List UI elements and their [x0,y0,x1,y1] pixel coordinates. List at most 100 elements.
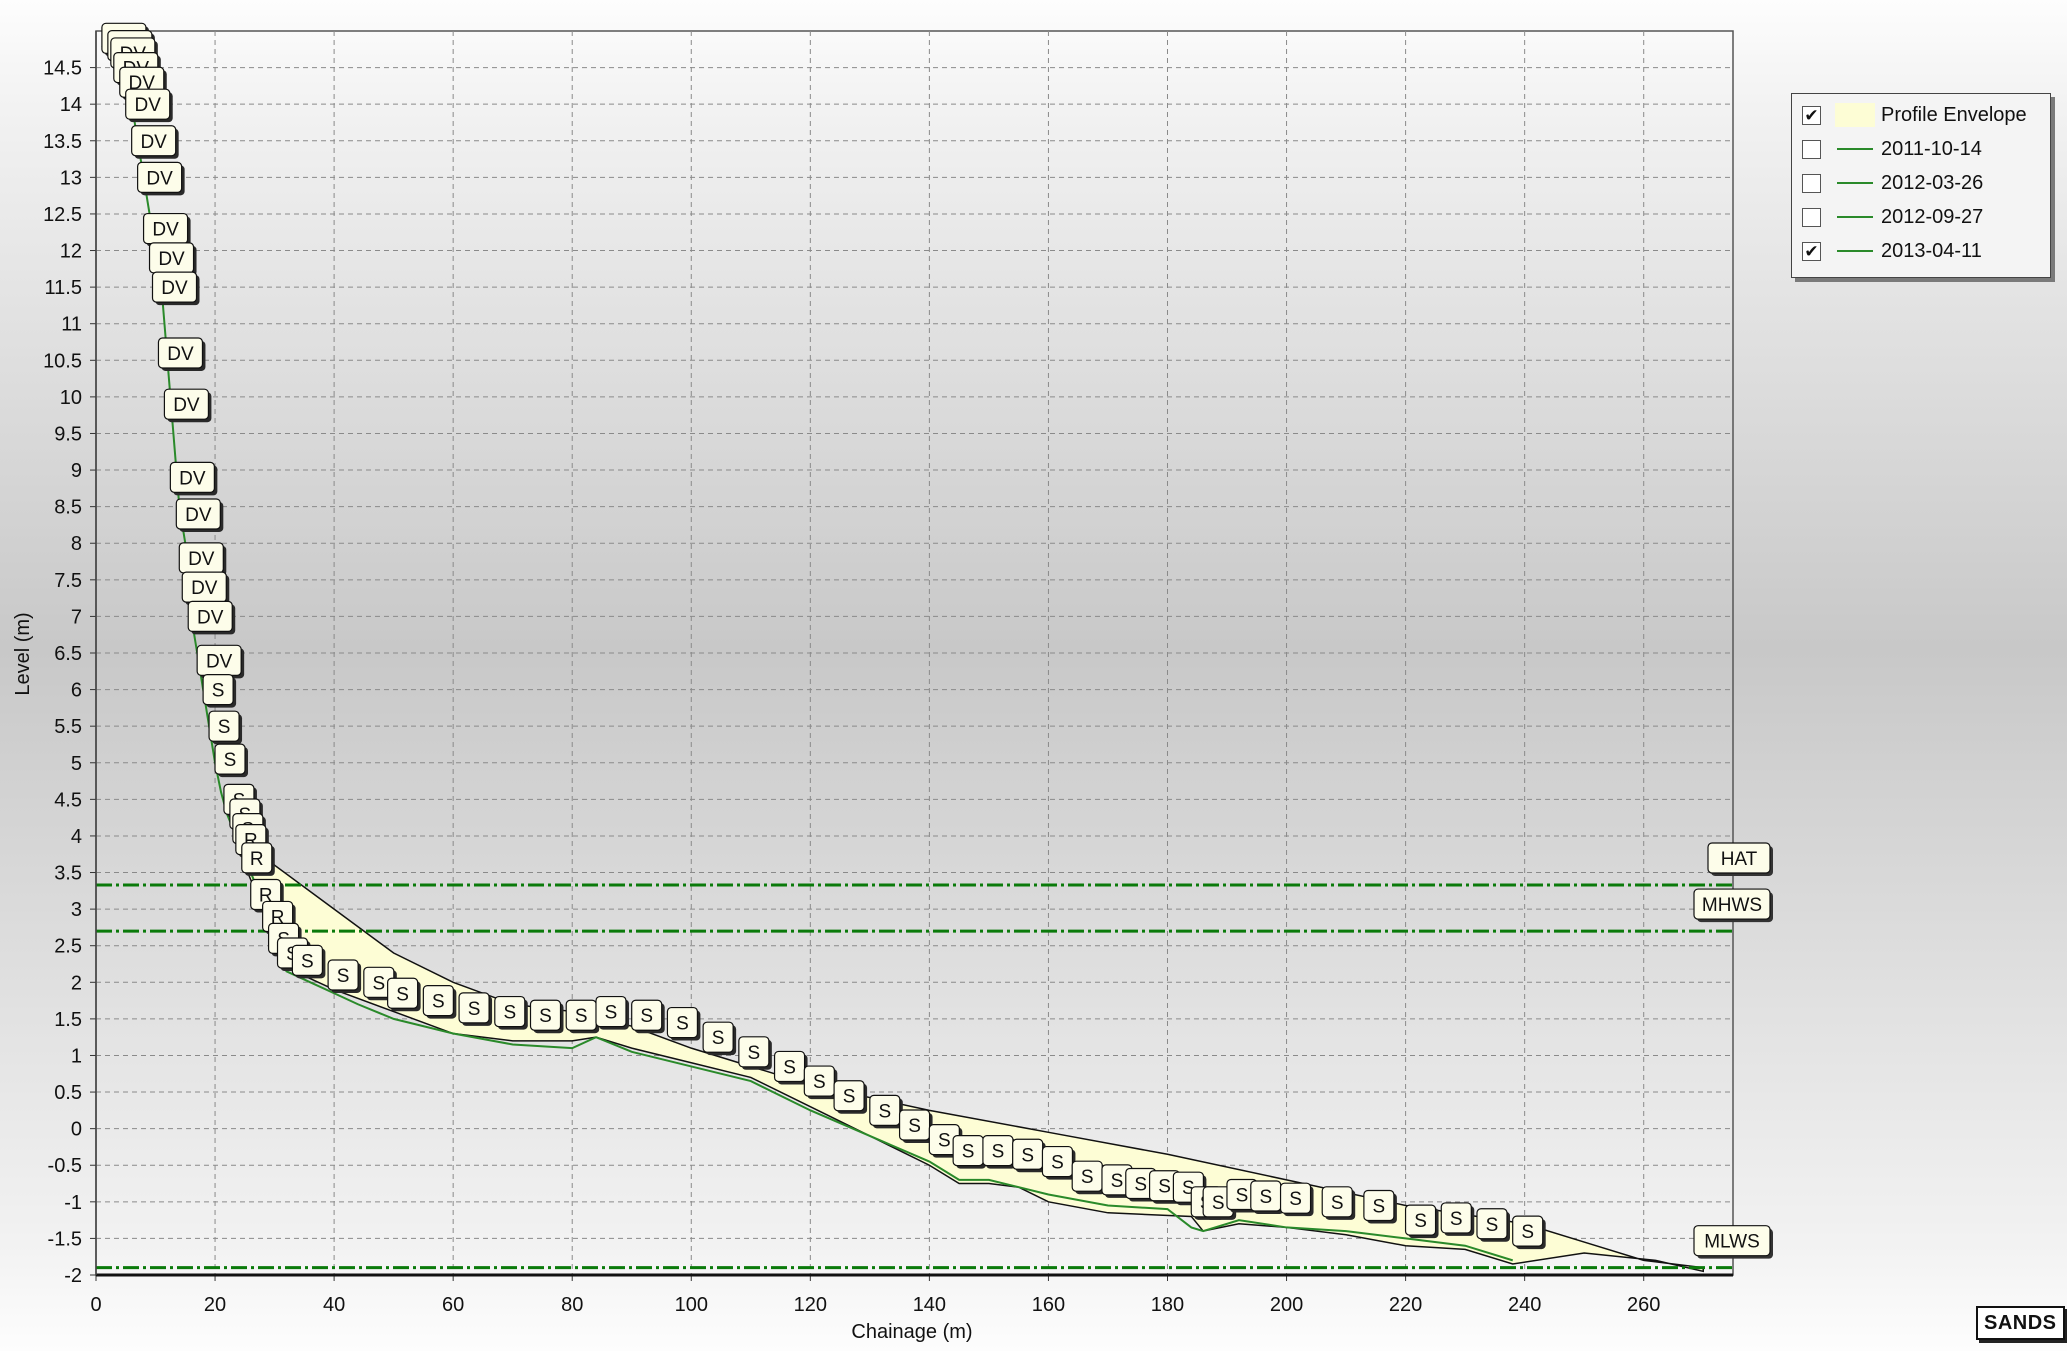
label-text: DV [140,132,167,153]
feature-label-s: S [1279,1182,1314,1217]
label-text: S [468,999,481,1020]
x-tick-label: 200 [1270,1294,1303,1316]
label-text: DV [179,468,206,489]
envelope-swatch [1835,103,1875,127]
label-box [803,1065,835,1097]
series-swatch [1837,216,1873,218]
feature-label-s: S [833,1080,868,1114]
feature-label-dv: DV [142,212,191,247]
y-axis-title: Level (m) [12,612,34,695]
x-tick-label: 100 [675,1294,708,1316]
y-tick-label: 3 [71,899,82,921]
label-text: S [1331,1193,1344,1214]
y-tick-label: 11 [61,314,82,336]
y-tick-label: 9 [71,460,82,482]
label-box [163,388,210,420]
legend-checkbox[interactable] [1802,173,1821,193]
profile-envelope [237,826,1704,1273]
label-text: S [1236,1186,1249,1207]
label-text: HAT [1721,849,1758,870]
label-text: S [1158,1177,1171,1198]
label-box [175,498,221,530]
tide-label-hat: HAT [1707,842,1773,876]
feature-label-s: S [458,992,493,1026]
x-tick-label: 160 [1032,1294,1065,1316]
feature-label-dv: DV [163,388,212,423]
label-text: DV [158,249,185,270]
label-text: S [337,966,350,987]
feature-label-s: S [803,1065,838,1100]
y-tick-label: 5 [71,753,82,775]
y-tick-label: 13 [60,167,82,189]
label-text: S [218,717,231,738]
feature-label-s: S [631,999,665,1034]
series-swatch [1837,148,1873,150]
y-tick-label: 11.5 [45,277,82,299]
label-box [1363,1189,1395,1222]
y-tick-label: 5.5 [54,716,82,738]
feature-label-dv: DV [175,498,224,532]
label-text: S [938,1131,951,1152]
label-box [202,673,234,706]
legend-label: 2013-04-11 [1881,239,1982,262]
label-box [666,1006,699,1039]
y-tick-label: -2 [64,1265,82,1287]
y-tick-label: 8.5 [54,497,82,519]
label-text: S [843,1087,856,1108]
feature-label-dv: DV [178,542,227,576]
label-box [187,600,233,633]
label-box [327,959,359,991]
feature-label-s: S [666,1006,701,1041]
label-box [291,944,323,976]
legend-checkbox[interactable] [1802,207,1821,227]
feature-label-s: S [1476,1208,1510,1242]
label-text: DV [146,168,173,189]
label-text: S [432,992,445,1013]
label-text: S [908,1116,921,1137]
legend-label: 2012-03-26 [1881,171,1984,194]
feature-label-s: S [422,984,457,1019]
y-tick-label: 10 [60,387,82,409]
label-box [1693,1225,1771,1257]
label-box [1041,1145,1074,1178]
label-text: S [1081,1167,1094,1188]
label-text: S [575,1006,588,1027]
feature-label-dv: DV [131,125,179,159]
label-text: S [396,984,409,1005]
label-box [1693,888,1771,920]
y-tick-label: 1.5 [54,1009,82,1031]
label-box [1321,1186,1353,1218]
y-tick-label: 9.5 [54,423,82,445]
y-tick-label: 3.5 [54,863,82,885]
label-text: S [640,1006,653,1027]
label-text: DV [135,95,162,116]
x-tick-label: 80 [561,1294,583,1316]
label-text: DV [191,578,218,599]
label-text: DV [185,505,212,526]
legend-checkbox[interactable]: ✔ [1802,241,1821,261]
x-axis-title: Chainage (m) [851,1321,972,1343]
x-tick-label: 20 [204,1294,226,1316]
legend-item-2013-04-11: ✔ 2013-04-11 [1792,236,2050,266]
legend: ✔ Profile Envelope 2011-10-14 2012-03-26… [1791,93,2051,278]
label-text: S [1450,1209,1463,1230]
legend-item-profile-envelope: ✔ Profile Envelope [1792,100,2050,130]
feature-label-s: S [1404,1204,1439,1239]
y-tick-label: 13.5 [43,131,82,153]
legend-checkbox[interactable] [1802,139,1821,159]
feature-label-s: S [1071,1160,1106,1195]
label-box [131,125,177,157]
label-text: S [712,1028,725,1049]
feature-label-dv: DV [148,242,197,276]
label-text: S [539,1006,552,1027]
y-tick-label: 7 [71,606,82,628]
x-tick-label: 180 [1151,1294,1184,1316]
axes: 0 20 40 60 80 100 120 140 160 180 200 220 240 260-2-1… [43,31,1733,1316]
feature-labels: DVDVDVDVDVDVDVDVDVDVDVDVDVDVDVDVDVDVDVSS… [101,22,1546,1250]
feature-label-s: S [1512,1215,1546,1250]
legend-checkbox[interactable]: ✔ [1802,105,1821,125]
x-tick-label: 220 [1389,1294,1422,1316]
label-box [208,710,240,742]
label-text: S [372,973,385,994]
series-swatch [1837,250,1873,252]
